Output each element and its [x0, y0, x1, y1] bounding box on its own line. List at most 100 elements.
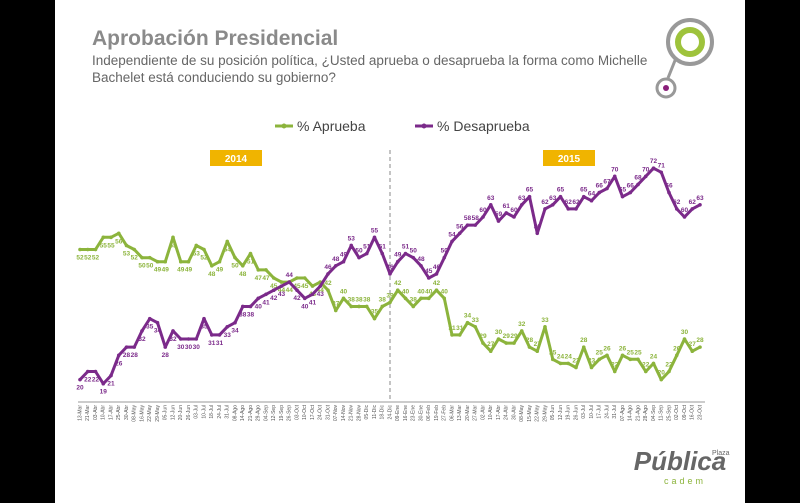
point — [574, 207, 578, 211]
data-label: 31 — [448, 325, 456, 332]
point — [225, 325, 230, 329]
data-label: 38 — [355, 296, 363, 303]
point — [78, 247, 82, 252]
point — [209, 264, 214, 268]
point — [271, 276, 276, 280]
data-label: 34 — [231, 328, 239, 335]
x-tick-label: 17-Abr — [496, 405, 502, 420]
data-label: 63 — [518, 195, 526, 202]
point — [450, 239, 454, 244]
point — [93, 247, 98, 252]
point — [326, 288, 330, 293]
legend-label: % Desaprueba — [437, 118, 530, 134]
data-label: 65 — [619, 187, 627, 194]
data-label: 53 — [193, 250, 201, 257]
data-label: 28 — [526, 337, 534, 344]
data-label: 60 — [510, 207, 518, 214]
data-label: 38 — [247, 311, 255, 318]
point — [140, 255, 144, 260]
data-label: 49 — [394, 252, 402, 259]
data-label: 55 — [107, 242, 115, 249]
data-label: 23 — [572, 357, 580, 364]
data-label: 22 — [92, 377, 100, 384]
data-label: 42 — [324, 280, 332, 287]
data-label: 55 — [100, 242, 108, 249]
point — [147, 316, 152, 321]
data-label: 47 — [262, 275, 270, 282]
x-tick-label: 11-Sep — [659, 405, 665, 421]
data-label: 51 — [402, 244, 410, 251]
data-label: 40 — [441, 288, 449, 295]
data-label: 22 — [665, 362, 673, 369]
point — [550, 203, 555, 207]
data-label: 46 — [324, 264, 332, 271]
point — [240, 264, 245, 268]
data-label: 59 — [495, 211, 503, 218]
data-label: 48 — [208, 271, 216, 278]
data-label: 67 — [603, 179, 611, 186]
x-tick-label: 31-Jul — [225, 405, 231, 419]
point — [457, 333, 462, 337]
data-label: 62 — [689, 199, 697, 206]
data-label: 58 — [472, 215, 480, 222]
point — [209, 333, 214, 337]
data-label: 49 — [340, 252, 348, 259]
data-label: 44 — [278, 287, 286, 294]
point — [124, 345, 129, 349]
point — [473, 325, 478, 329]
data-label: 46 — [433, 264, 441, 271]
point — [496, 337, 501, 341]
point — [411, 304, 416, 309]
data-label: 26 — [673, 345, 681, 352]
legend-label: % Aprueba — [297, 118, 366, 134]
data-label: 55 — [169, 242, 177, 249]
point — [364, 304, 369, 309]
x-tick-label: 22-May — [535, 405, 541, 422]
point — [698, 203, 702, 207]
x-tick-label: 16-Oct — [690, 404, 696, 420]
x-tick-label: 14-Ago — [628, 405, 634, 421]
x-tick-label: 15-May — [527, 405, 533, 422]
point — [566, 207, 571, 211]
data-label: 22 — [642, 362, 650, 369]
logo-small: Plaza — [712, 450, 730, 457]
point — [178, 337, 183, 341]
data-label: 32 — [169, 336, 177, 343]
data-label: 50 — [441, 248, 449, 255]
x-tick-label: 20-Mar — [465, 405, 471, 421]
data-label: 23 — [588, 357, 596, 364]
data-label: 37 — [332, 301, 340, 308]
point — [581, 345, 586, 349]
x-tick-label: 06-Mar — [449, 405, 455, 421]
data-label: 65 — [526, 187, 534, 194]
point — [295, 288, 299, 293]
point — [333, 264, 338, 268]
point — [612, 369, 617, 374]
x-tick-label: 17-Abr — [108, 405, 114, 420]
data-label: 63 — [549, 195, 557, 202]
point — [163, 345, 168, 349]
point — [419, 264, 423, 268]
legend-swatch — [421, 123, 427, 129]
x-tick-label: 21-Mar — [85, 405, 91, 421]
data-label: 61 — [503, 203, 511, 210]
point — [450, 333, 454, 337]
data-label: 62 — [572, 199, 580, 206]
x-tick-label: 21-Ago — [635, 405, 641, 421]
x-tick-label: 13-Mar — [77, 405, 83, 421]
data-label: 44 — [286, 287, 294, 294]
x-tick-label: 30-Ene — [418, 405, 424, 421]
x-tick-label: 18-Dic — [380, 405, 386, 420]
data-label: 49 — [177, 267, 185, 274]
point — [473, 223, 478, 227]
point — [202, 247, 206, 252]
data-label: 62 — [565, 199, 573, 206]
point — [682, 337, 687, 341]
x-tick-label: 10-Abr — [101, 405, 107, 420]
point — [488, 349, 493, 354]
x-tick-label: 19-Feb — [434, 405, 440, 421]
data-label: 50 — [146, 263, 154, 270]
x-tick-label: 26-Sep — [287, 405, 293, 421]
data-label: 30 — [185, 344, 193, 351]
point — [310, 284, 315, 288]
